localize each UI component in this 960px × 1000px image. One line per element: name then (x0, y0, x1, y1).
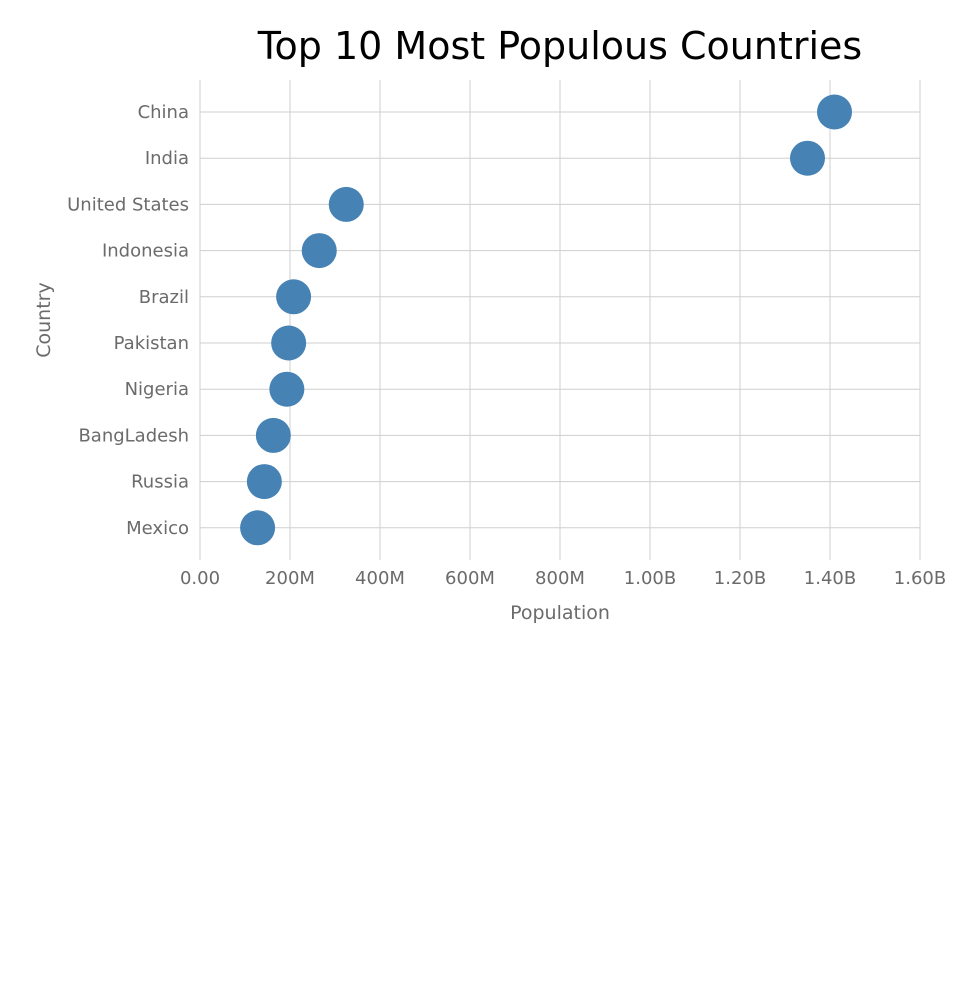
x-tick-label: 200M (265, 568, 315, 589)
y-tick-label: Nigeria (125, 379, 189, 400)
x-tick-label: 800M (535, 568, 585, 589)
data-point-russia (246, 464, 282, 500)
x-axis-tick-labels: 0.00 200M 400M 600M 800M 1.00B 1.20B 1.40B 1.60B (180, 568, 946, 589)
data-point-pakistan (271, 325, 307, 361)
y-tick-label: Russia (131, 472, 189, 493)
x-tick-label: 0.00 (180, 568, 220, 589)
x-axis-title: Population (510, 602, 610, 624)
y-axis-tick-labels: China India United States Indonesia Brazil Pa… (67, 102, 189, 539)
y-tick-label: United States (67, 194, 189, 215)
y-tick-label: BangLadesh (78, 425, 189, 446)
y-tick-label: Brazil (139, 287, 189, 308)
x-tick-label: 1.00B (624, 568, 676, 589)
x-tick-label: 1.60B (894, 568, 946, 589)
data-point-united-states (328, 186, 364, 222)
data-points (240, 94, 852, 546)
x-tick-label: 400M (355, 568, 405, 589)
data-point-indonesia (301, 233, 337, 269)
data-point-china (817, 94, 852, 130)
data-point-mexico (240, 510, 276, 546)
data-point-nigeria (269, 371, 305, 407)
y-tick-label: India (145, 148, 189, 169)
x-tick-label: 1.40B (804, 568, 856, 589)
x-tick-label: 1.20B (714, 568, 766, 589)
y-tick-label: Mexico (126, 518, 189, 539)
y-tick-label: Indonesia (102, 241, 189, 262)
data-point-brazil (276, 279, 312, 315)
chart-title: Top 10 Most Populous Countries (257, 24, 862, 68)
data-point-india (790, 140, 825, 176)
y-tick-label: China (138, 102, 189, 123)
y-tick-label: Pakistan (114, 333, 189, 354)
data-point-bangladesh (255, 417, 291, 453)
x-tick-label: 600M (445, 568, 495, 589)
y-axis-title: Country (33, 282, 55, 357)
grid-layer (199, 80, 921, 560)
